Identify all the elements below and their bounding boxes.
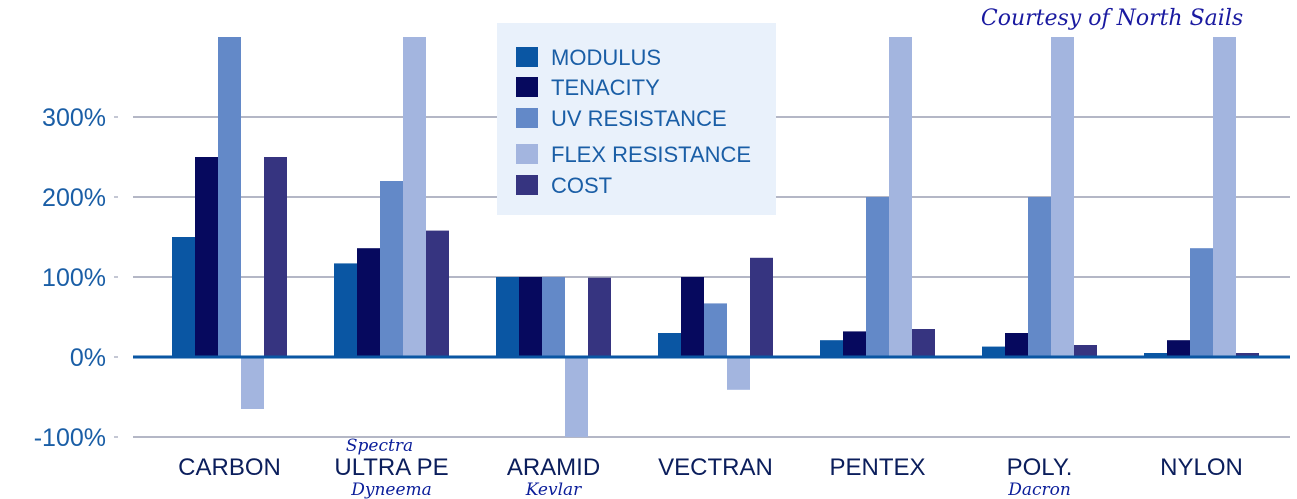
category-label: PENTEX: [829, 454, 925, 481]
bar-flex-resistance-pentex: [889, 37, 912, 357]
x-axis: CARBON ULTRA PE ARAMID VECTRAN PENTEX POLY. NY…: [178, 436, 1243, 499]
y-tick-label: 300%: [42, 104, 106, 132]
bar-uv-resistance-poly: [1028, 197, 1051, 357]
bar-tenacity-pentex: [843, 331, 866, 357]
bar-modulus-nylon: [1144, 353, 1167, 357]
bar-flex-resistance-nylon: [1213, 37, 1236, 357]
bars: [172, 37, 1259, 437]
bar-cost-carbon: [264, 157, 287, 357]
bar-tenacity-nylon: [1167, 340, 1190, 357]
bar-cost-poly: [1074, 345, 1097, 357]
bar-cost-aramid: [588, 277, 611, 357]
bar-flex-resistance-ultra-pe: [403, 37, 426, 357]
bar-flex-resistance-aramid: [565, 357, 588, 437]
legend: MODULUS TENACITY UV RESISTANCE FLEX RESISTA…: [497, 23, 776, 215]
legend-label: COST: [551, 173, 612, 198]
bar-flex-resistance-poly: [1051, 37, 1074, 357]
category-note-below: Dacron: [1007, 480, 1071, 499]
bar-tenacity-poly: [1005, 333, 1028, 357]
legend-label: MODULUS: [551, 45, 661, 70]
category-label: ARAMID: [507, 454, 600, 481]
legend-box: [497, 23, 776, 215]
bar-cost-ultra-pe: [426, 230, 449, 357]
y-tick-label: -100%: [34, 424, 106, 452]
bar-modulus-carbon: [172, 237, 195, 357]
bar-flex-resistance-vectran: [727, 357, 750, 390]
legend-label: FLEX RESISTANCE: [551, 142, 751, 167]
bar-cost-vectran: [750, 257, 773, 357]
y-tick-label: 0%: [70, 344, 106, 372]
bar-cost-nylon: [1236, 353, 1259, 357]
bar-uv-resistance-aramid: [542, 277, 565, 357]
bar-cost-pentex: [912, 329, 935, 357]
legend-swatch: [516, 77, 538, 97]
category-note-above: Spectra: [346, 436, 413, 456]
bar-uv-resistance-ultra-pe: [380, 181, 403, 357]
legend-label: UV RESISTANCE: [551, 106, 727, 131]
bar-uv-resistance-pentex: [866, 197, 889, 357]
bar-uv-resistance-vectran: [704, 303, 727, 357]
bar-tenacity-vectran: [681, 277, 704, 357]
bar-modulus-poly: [982, 346, 1005, 357]
category-label: CARBON: [178, 454, 281, 481]
category-label: POLY.: [1007, 454, 1073, 481]
legend-swatch: [516, 47, 538, 67]
bar-tenacity-aramid: [519, 277, 542, 357]
bar-uv-resistance-carbon: [218, 37, 241, 357]
bar-flex-resistance-carbon: [241, 357, 264, 409]
category-note-below: Kevlar: [525, 480, 582, 499]
y-tick-label: 100%: [42, 264, 106, 292]
y-tick-label: 200%: [42, 184, 106, 212]
category-label: ULTRA PE: [334, 454, 448, 481]
bar-modulus-aramid: [496, 277, 519, 357]
bar-tenacity-ultra-pe: [357, 248, 380, 357]
bar-tenacity-carbon: [195, 157, 218, 357]
y-axis: 300% 200% 100% 0% -100%: [34, 104, 118, 452]
category-label: VECTRAN: [658, 454, 773, 481]
legend-label: TENACITY: [551, 75, 660, 100]
bar-uv-resistance-nylon: [1190, 248, 1213, 357]
category-note-below: Dyneema: [350, 480, 432, 499]
legend-swatch: [516, 175, 538, 195]
legend-swatch: [516, 108, 538, 128]
bar-modulus-pentex: [820, 340, 843, 357]
bar-modulus-vectran: [658, 333, 681, 357]
bar-modulus-ultra-pe: [334, 263, 357, 357]
courtesy-note: Courtesy of North Sails: [981, 6, 1243, 31]
category-label: NYLON: [1160, 454, 1243, 481]
legend-swatch: [516, 144, 538, 164]
